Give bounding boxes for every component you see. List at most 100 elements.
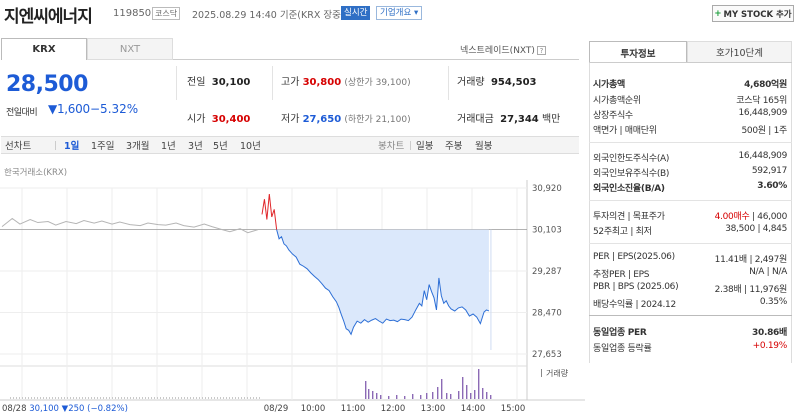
volume-bar (490, 395, 492, 399)
volume-bar (372, 391, 374, 399)
x-tick-label: 15:00 (501, 404, 526, 414)
volume-bar-prev (238, 397, 239, 399)
current-price: 28,500 (6, 72, 88, 97)
series-today-up (261, 194, 278, 230)
tab-krx[interactable]: KRX (1, 38, 87, 60)
volume-bar-prev (226, 397, 227, 399)
add-mystock-button[interactable]: + MY STOCK 추가 (712, 5, 794, 22)
high-label: 고가 (281, 77, 300, 88)
volume-bar-prev (166, 397, 167, 399)
info-row: 동일업종 등락률 +0.19% (593, 341, 787, 354)
volume-bar (441, 379, 443, 399)
volume-bar (426, 393, 428, 399)
volume-bar-prev (187, 397, 188, 399)
volume-bar-prev (160, 397, 161, 399)
stat-high: 고가 30,800 (상한가 39,100) (281, 73, 411, 88)
volume-bar (470, 393, 472, 399)
info-label: PER | EPS(2025.06) (593, 252, 675, 262)
stat-open: 시가 30,400 (187, 110, 250, 125)
tab-invest-info[interactable]: 투자정보 (589, 41, 687, 63)
volume-bar-prev (229, 397, 230, 399)
low-value: 27,650 (302, 114, 342, 125)
info-divider (589, 315, 792, 316)
volume-bar-prev (151, 397, 152, 399)
volume-bar (437, 387, 439, 399)
help-icon[interactable]: ? (536, 46, 546, 55)
info-value-highlight: +0.19% (752, 341, 788, 351)
volume-bar (486, 392, 488, 399)
volume-bar-prev (253, 397, 254, 399)
info-value: +0.19% (752, 341, 788, 354)
info-value: 16,448,909 (738, 151, 787, 161)
volume-bar-prev (157, 397, 158, 399)
info-label: 추정PER | EPS (593, 270, 650, 280)
range-separator (55, 141, 56, 150)
volume-bar-prev (82, 397, 83, 399)
candle-daily[interactable]: 일봉 (416, 141, 434, 152)
tab-quote-10[interactable]: 호가10단계 (687, 41, 792, 63)
nextrade-link[interactable]: 넥스트레이드(NXT)? (460, 43, 546, 56)
high-value: 30,800 (302, 77, 342, 88)
range-10y[interactable]: 10년 (240, 141, 261, 152)
info-value: 38,500 | 4,845 (725, 224, 787, 234)
info-row: 액면가 | 매매단위 500원 | 1주 (593, 123, 787, 136)
volume-bar (368, 389, 370, 399)
range-5y[interactable]: 5년 (213, 141, 228, 152)
volume-bar-prev (175, 397, 176, 399)
mystock-label: MY STOCK 추가 (723, 9, 792, 20)
volume-bar-prev (103, 397, 104, 399)
volume-bar-prev (76, 397, 77, 399)
amount-value: 27,344 (500, 114, 539, 125)
info-value: 0.35% (759, 297, 787, 307)
series-today (276, 229, 490, 336)
y-tick-label: 28,470 (532, 308, 562, 318)
x-tick-label: 14:00 (461, 404, 486, 414)
volume-bar (462, 377, 464, 399)
volume-bar-prev (241, 397, 242, 399)
company-info-button[interactable]: 기업개요 ▾ (376, 6, 423, 20)
stat-volume: 거래량 954,503 (457, 73, 537, 88)
chart-source: 한국거래소(KRX) (4, 168, 68, 178)
range-1y[interactable]: 1년 (161, 141, 176, 152)
volume-bar-prev (232, 397, 233, 399)
volume-bar (466, 385, 468, 399)
low-label: 저가 (281, 114, 300, 125)
info-value: 500원 | 1주 (741, 126, 787, 136)
volume-bar (412, 394, 414, 399)
volume-bar-prev (52, 397, 53, 399)
volume-bar-prev (202, 397, 203, 399)
candle-monthly[interactable]: 월봉 (475, 141, 493, 152)
info-divider (589, 243, 792, 244)
tab-nxt[interactable]: NXT (87, 38, 173, 60)
stat-separator (176, 66, 177, 100)
volume-bar-prev (235, 397, 236, 399)
right-panel-frame (589, 63, 792, 363)
volume-bar-prev (205, 397, 206, 399)
volume-bar-prev (64, 397, 65, 399)
volume-bar-prev (37, 397, 38, 399)
triangle-down-icon: ▼ (48, 102, 57, 116)
market-badge: 코스닥 (152, 7, 181, 20)
range-3y[interactable]: 3년 (188, 141, 203, 152)
volume-bar (388, 396, 390, 399)
candle-chart-toggle[interactable]: 봉차트 (378, 141, 405, 152)
right-tab-divider (589, 62, 792, 63)
lower-limit: (하한가 21,100) (344, 115, 411, 125)
prev-day-summary: 08/28 30,100 ▼250 (−0.82%) (2, 404, 128, 414)
info-label: 시가총액순위 (593, 96, 641, 106)
realtime-button[interactable]: 실시간 (341, 6, 371, 20)
volume-bar-prev (106, 397, 107, 399)
range-1d[interactable]: 1일 (64, 141, 80, 152)
volume-bar-prev (112, 397, 113, 399)
x-tick-label: 10:00 (301, 404, 326, 414)
info-label: 동일업종 PER (593, 328, 647, 338)
volume-bar (432, 392, 434, 399)
volume-bar-prev (190, 397, 191, 399)
candle-weekly[interactable]: 주봉 (445, 141, 463, 152)
line-chart-toggle[interactable]: 선차트 (5, 141, 32, 152)
range-1w[interactable]: 1주일 (91, 141, 115, 152)
range-3m[interactable]: 3개월 (126, 141, 150, 152)
volume-bar-prev (133, 397, 134, 399)
info-value: 16,448,909 (738, 108, 787, 118)
volume-bar-prev (178, 397, 179, 399)
